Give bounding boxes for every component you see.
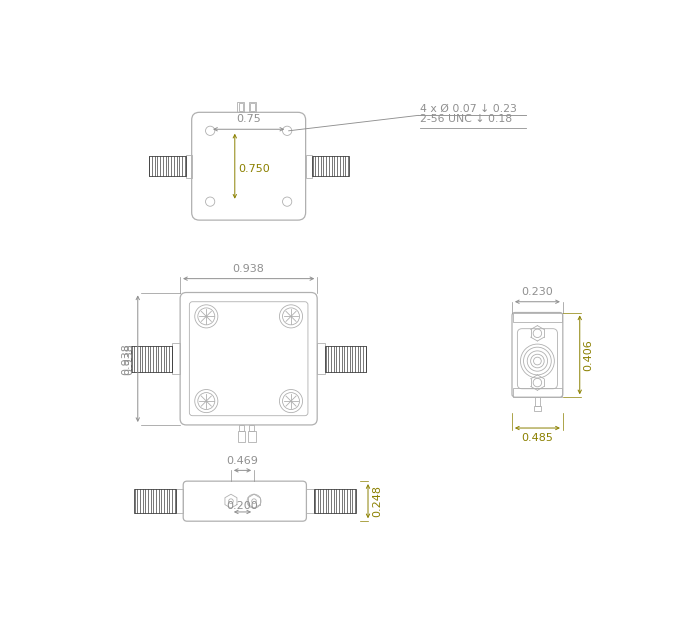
Bar: [186, 154, 192, 178]
Text: 0.938: 0.938: [124, 343, 134, 375]
Bar: [533, 406, 542, 411]
Bar: [513, 313, 562, 322]
Bar: [513, 388, 562, 398]
Text: 2-56 UNC ↓ 0.18: 2-56 UNC ↓ 0.18: [420, 114, 512, 124]
Bar: [173, 344, 180, 374]
Text: 0.230: 0.230: [522, 287, 553, 297]
Text: 0.938: 0.938: [233, 264, 265, 274]
Text: 0.485: 0.485: [522, 433, 553, 443]
Bar: [249, 425, 254, 431]
Bar: [249, 102, 256, 112]
Text: 0.406: 0.406: [584, 339, 593, 371]
Bar: [131, 345, 173, 372]
Bar: [306, 154, 312, 178]
Bar: [306, 489, 314, 514]
Bar: [238, 431, 246, 442]
Text: 0.75: 0.75: [236, 114, 261, 124]
Bar: [314, 489, 356, 514]
Bar: [248, 431, 256, 442]
Text: 0.248: 0.248: [372, 485, 382, 517]
Bar: [134, 489, 175, 514]
Bar: [237, 102, 244, 112]
Bar: [317, 344, 325, 374]
Bar: [175, 489, 183, 514]
Text: 4 x Ø 0.07 ↓ 0.23: 4 x Ø 0.07 ↓ 0.23: [420, 104, 517, 114]
Bar: [312, 156, 349, 176]
Bar: [325, 345, 366, 372]
Bar: [149, 156, 186, 176]
Text: 0.750: 0.750: [238, 165, 269, 175]
Text: 0.200: 0.200: [226, 501, 258, 511]
Bar: [239, 103, 243, 111]
Text: 0.938: 0.938: [121, 343, 132, 375]
Bar: [239, 425, 244, 431]
Bar: [250, 103, 255, 111]
Bar: [535, 398, 539, 406]
Text: 0.469: 0.469: [226, 456, 258, 466]
